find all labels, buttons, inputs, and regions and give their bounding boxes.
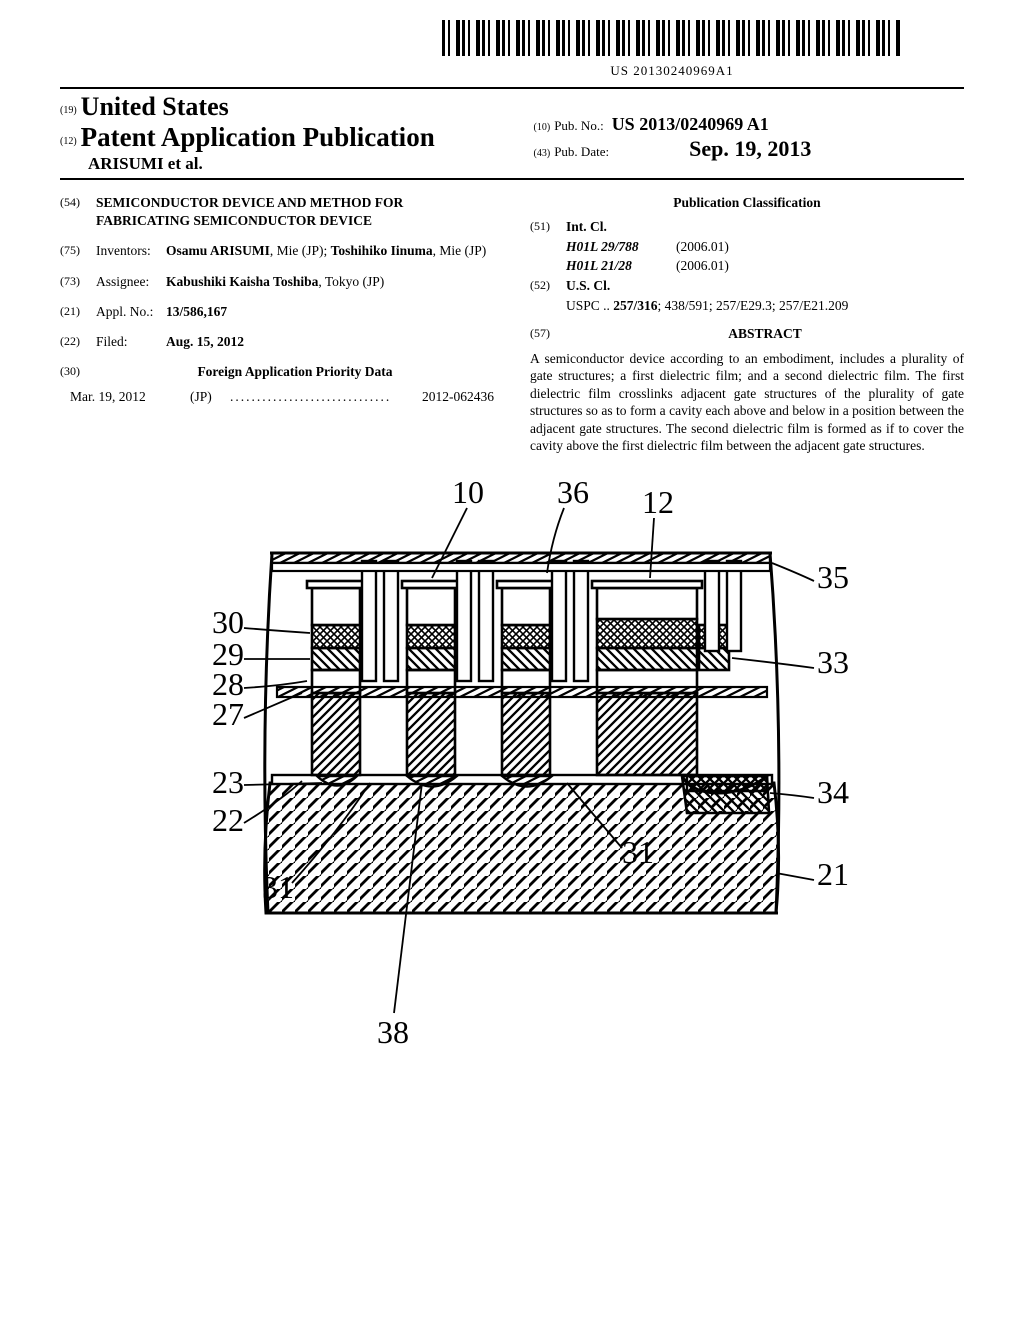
code-52: (52) bbox=[530, 277, 566, 295]
barcode-graphic bbox=[442, 20, 902, 56]
applno-label: Appl. No.: bbox=[96, 303, 166, 321]
intcl-1-code: H01L 21/28 bbox=[566, 257, 676, 275]
code-19: (19) bbox=[60, 105, 77, 116]
intcl-list: H01L 29/788(2006.01) H01L 21/28(2006.01) bbox=[530, 238, 964, 274]
lbl-23: 23 bbox=[212, 764, 244, 800]
priority-country: (JP) bbox=[190, 388, 230, 406]
header-block: (19) United States (12) Patent Applicati… bbox=[60, 92, 964, 174]
assignee-label: Assignee: bbox=[96, 273, 166, 291]
code-54: (54) bbox=[60, 194, 96, 230]
uscl-row: USPC .. 257/316; 438/591; 257/E29.3; 257… bbox=[530, 297, 964, 315]
code-12: (12) bbox=[60, 136, 77, 147]
uscl-prefix: USPC .. bbox=[566, 298, 610, 313]
patent-figure: 10 36 12 35 33 34 21 30 29 28 27 23 22 bbox=[152, 473, 872, 1133]
priority-heading: Foreign Application Priority Data bbox=[96, 363, 494, 381]
code-21: (21) bbox=[60, 303, 96, 321]
inventors-short: ARISUMI et al. bbox=[60, 154, 534, 174]
lbl-34: 34 bbox=[817, 774, 849, 810]
code-30: (30) bbox=[60, 363, 96, 381]
lbl-12: 12 bbox=[642, 484, 674, 520]
pub-date: Sep. 19, 2013 bbox=[689, 136, 811, 162]
code-75: (75) bbox=[60, 242, 96, 260]
lbl-30: 30 bbox=[212, 604, 244, 640]
pub-date-label: Pub. Date: bbox=[554, 144, 609, 160]
intcl-1-date: (2006.01) bbox=[676, 257, 729, 275]
country: United States bbox=[81, 92, 229, 121]
pub-no-label: Pub. No.: bbox=[554, 118, 603, 134]
classification-heading: Publication Classification bbox=[530, 194, 964, 212]
rule-bottom bbox=[60, 178, 964, 180]
code-57: (57) bbox=[530, 325, 566, 343]
publication-type: Patent Application Publication bbox=[81, 122, 435, 152]
lbl-38: 38 bbox=[377, 1014, 409, 1050]
intcl-0-date: (2006.01) bbox=[676, 238, 729, 256]
abstract-text: A semiconductor device according to an e… bbox=[530, 350, 964, 455]
figure-area: 10 36 12 35 33 34 21 30 29 28 27 23 22 bbox=[60, 473, 964, 1138]
lbl-35: 35 bbox=[817, 559, 849, 595]
lbl-27: 27 bbox=[212, 696, 244, 732]
lbl-31a: 31 bbox=[262, 869, 294, 905]
lbl-33: 33 bbox=[817, 644, 849, 680]
barcode-area: US 20130240969A1 bbox=[380, 20, 964, 79]
assignee-value: Kabushiki Kaisha Toshiba, Tokyo (JP) bbox=[166, 273, 494, 291]
priority-date: Mar. 19, 2012 bbox=[70, 388, 190, 406]
code-22: (22) bbox=[60, 333, 96, 351]
filed-label: Filed: bbox=[96, 333, 166, 351]
intcl-label: Int. Cl. bbox=[566, 219, 607, 234]
code-10: (10) bbox=[534, 122, 551, 133]
priority-dots: .............................. bbox=[230, 388, 422, 406]
barcode-number: US 20130240969A1 bbox=[380, 63, 964, 79]
uscl-label: U.S. Cl. bbox=[566, 278, 610, 293]
code-51: (51) bbox=[530, 218, 566, 236]
lbl-31b: 31 bbox=[622, 834, 654, 870]
body-columns: (54) SEMICONDUCTOR DEVICE AND METHOD FOR… bbox=[60, 194, 964, 455]
header-left: (19) United States (12) Patent Applicati… bbox=[60, 92, 534, 174]
lbl-22: 22 bbox=[212, 802, 244, 838]
lbl-36: 36 bbox=[557, 474, 589, 510]
left-column: (54) SEMICONDUCTOR DEVICE AND METHOD FOR… bbox=[60, 194, 494, 455]
priority-number: 2012-062436 bbox=[422, 388, 494, 406]
invention-title: SEMICONDUCTOR DEVICE AND METHOD FOR FABR… bbox=[96, 194, 494, 230]
lbl-21: 21 bbox=[817, 856, 849, 892]
rule-top bbox=[60, 87, 964, 89]
header-right: (10) Pub. No.: US 2013/0240969 A1 (43) P… bbox=[534, 92, 964, 174]
lbl-10: 10 bbox=[452, 474, 484, 510]
abstract-heading: ABSTRACT bbox=[728, 326, 802, 341]
filed-value: Aug. 15, 2012 bbox=[166, 333, 494, 351]
inventors-value: Osamu ARISUMI, Mie (JP); Toshihiko Iinum… bbox=[166, 242, 494, 260]
right-column: Publication Classification (51) Int. Cl.… bbox=[530, 194, 964, 455]
pub-no: US 2013/0240969 A1 bbox=[612, 114, 769, 135]
applno-value: 13/586,167 bbox=[166, 303, 494, 321]
inventors-label: Inventors: bbox=[96, 242, 166, 260]
intcl-0-code: H01L 29/788 bbox=[566, 238, 676, 256]
code-73: (73) bbox=[60, 273, 96, 291]
code-43: (43) bbox=[534, 148, 551, 159]
